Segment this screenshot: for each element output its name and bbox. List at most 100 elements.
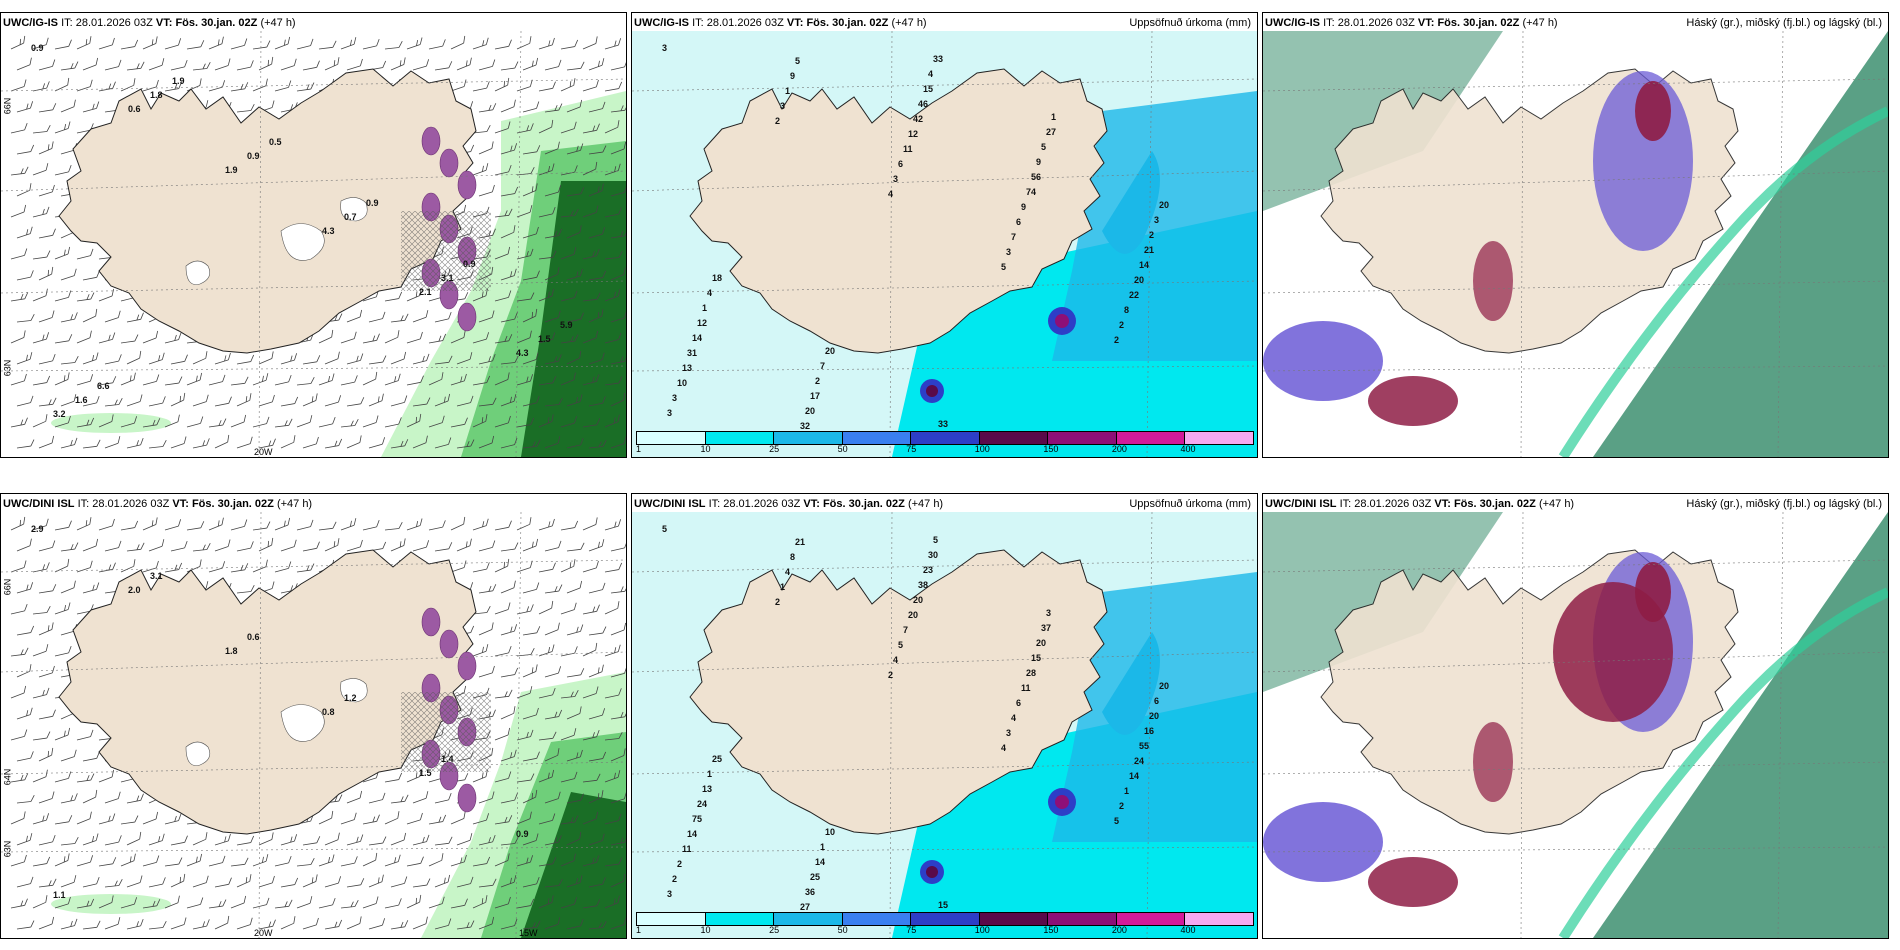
value-label: 2.1 (419, 287, 432, 297)
value-label: 5 (1114, 816, 1119, 826)
value-label: 1.6 (75, 395, 88, 405)
value-label: 4 (888, 189, 893, 199)
value-label: 17 (810, 391, 820, 401)
colorbar-swatch (1047, 431, 1117, 445)
value-label: 56 (1031, 172, 1041, 182)
value-label: 7 (820, 361, 825, 371)
vt-time: Fös. 30.jan. 02Z (191, 498, 274, 510)
colorbar-tick-label: 50 (837, 444, 848, 454)
colorbar-tick-label: 25 (769, 925, 780, 935)
it-prefix: IT: (708, 498, 721, 510)
value-label: 33 (938, 419, 948, 429)
cloud-layers (1263, 552, 1693, 907)
value-label: 9 (1021, 202, 1026, 212)
colorbar-swatch (704, 431, 775, 445)
colorbar-tick-label: 10 (700, 925, 711, 935)
axis-label: 20W (254, 928, 273, 938)
value-label: 23 (923, 565, 933, 575)
value-label: 30 (928, 550, 938, 560)
value-label: 11 (682, 844, 692, 854)
value-label: 11 (1021, 683, 1031, 693)
colorbar-tick-label: 75 (906, 925, 917, 935)
precip-colorbar: 1 10 25 50 75 100 150 200 400 (636, 912, 1254, 935)
value-label: 14 (1139, 260, 1149, 270)
precip-value-labels: 5224531432245412876141121201124142720285… (662, 524, 1169, 912)
value-label: 21 (795, 537, 805, 547)
value-label: 9 (790, 71, 795, 81)
vt-time: Fös. 30.jan. 02Z (1453, 498, 1536, 510)
graticule (1, 512, 626, 938)
panel-header: UWC/IG-IS IT: 28.01.2026 03Z VT: Fös. 30… (634, 15, 1251, 31)
value-label: 20 (1159, 200, 1169, 210)
model-name: UWC/IG-IS (1265, 17, 1320, 29)
value-label: 3 (780, 101, 785, 111)
value-label: 15 (1031, 653, 1041, 663)
value-label: 0.9 (247, 151, 260, 161)
colorbar-swatch (841, 431, 912, 445)
value-label: 1.5 (538, 334, 551, 344)
iceland-landmass (689, 549, 1108, 835)
panel-title: Háský (gr.), miðský (fj.bl.) og lágský (… (1686, 17, 1882, 29)
vt-prefix: VT: (172, 498, 189, 510)
colorbar-tick-label: 100 (974, 925, 990, 935)
colorbar-tick-label: 200 (1111, 444, 1127, 454)
value-label: 9 (1036, 157, 1041, 167)
it-time: 28.01.2026 03Z (1354, 498, 1432, 510)
value-label: 2 (815, 376, 820, 386)
map-panel-cloud-top: UWC/IG-IS IT: 28.01.2026 03Z VT: Fös. 30… (1262, 12, 1889, 458)
model-name: UWC/DINI ISL (3, 498, 75, 510)
axis-label: 20W (254, 447, 273, 457)
map-panel-precip-top: UWC/IG-IS IT: 28.01.2026 03Z VT: Fös. 30… (631, 12, 1258, 458)
value-label: 3 (893, 174, 898, 184)
value-label: 3 (1154, 215, 1159, 225)
vt-time: Fös. 30.jan. 02Z (806, 17, 889, 29)
value-label: 1.9 (172, 76, 185, 86)
value-label: 13 (702, 784, 712, 794)
value-label: 8 (790, 552, 795, 562)
value-label: 32 (800, 421, 810, 431)
value-label: 37 (1041, 623, 1051, 633)
colorbar-tick-label: 150 (1043, 444, 1059, 454)
it-prefix: IT: (1323, 17, 1335, 29)
cloud-layers (1263, 71, 1693, 426)
vt-prefix: VT: (1417, 17, 1435, 29)
colorbar-swatch (1047, 912, 1117, 926)
value-label: 4 (1011, 713, 1016, 723)
colorbar-swatch (773, 912, 843, 926)
lead-time: (+47 h) (891, 17, 927, 29)
value-label: 1.2 (344, 693, 357, 703)
value-label: 3 (1006, 728, 1011, 738)
value-label: 20 (805, 406, 815, 416)
graticule (1, 31, 626, 457)
it-prefix: IT: (77, 498, 90, 510)
value-label: 1.5 (419, 768, 432, 778)
cloud-map (1263, 31, 1888, 457)
value-label: 20 (1134, 275, 1144, 285)
colorbar-tick-label: 1 (636, 444, 642, 454)
value-label: 4 (785, 567, 790, 577)
panel-title: Háský (gr.), miðský (fj.bl.) og lágský (… (1686, 498, 1882, 510)
iceland-landmass (689, 68, 1108, 354)
value-label: 3 (662, 43, 667, 53)
value-label: 0.5 (269, 137, 282, 147)
graticule (632, 512, 1257, 938)
precip-map: 5224531432245412876141121201124142720285… (632, 512, 1257, 938)
value-label: 2 (672, 874, 677, 884)
map-panel-cloud-bottom: UWC/DINI ISL IT: 28.01.2026 03Z VT: Fös.… (1262, 493, 1889, 939)
value-label: 55 (1139, 741, 1149, 751)
axis-label: 63N (2, 359, 13, 377)
value-label: 14 (1129, 771, 1139, 781)
it-time: 28.01.2026 03Z (1337, 17, 1415, 29)
model-name: UWC/DINI ISL (634, 498, 706, 510)
value-label: 5 (1001, 262, 1006, 272)
axis-label: 15W (519, 928, 538, 938)
value-label: 11 (903, 144, 913, 154)
value-label: 18 (712, 273, 722, 283)
value-label: 1.1 (53, 890, 66, 900)
value-label: 2.0 (128, 585, 141, 595)
wind-map: 0.9 0.6 1.9 4.3 2.1 4.3 3.2 1.8 0.9 0.7 3.1 1.5 1.6 1… (1, 31, 626, 457)
value-label: 7 (1011, 232, 1016, 242)
lead-time: (+47 h) (907, 498, 944, 510)
value-label: 5 (795, 56, 800, 66)
value-label: 1 (707, 769, 712, 779)
